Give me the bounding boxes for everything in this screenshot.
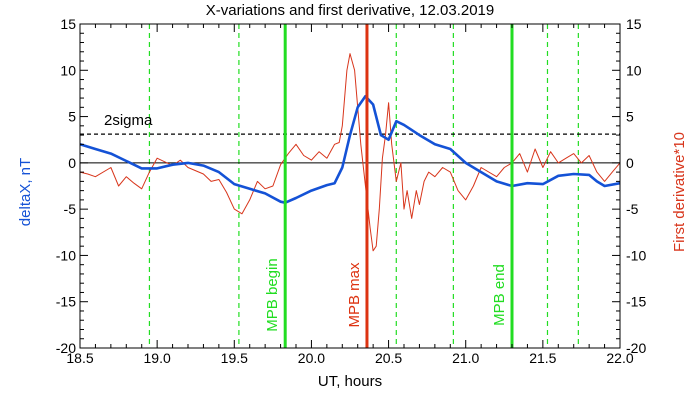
marker-lines: MPB begin MPB max MPB end: [264, 24, 514, 348]
y-tick-label-left: 10: [60, 62, 76, 78]
x-tick-label: 20.5: [375, 350, 402, 366]
y-tick-label-right: -15: [626, 294, 646, 310]
x-tick-label: 19.5: [221, 350, 248, 366]
y-axis-right-title: First derivative*10: [671, 132, 688, 252]
marker-label-mpb-max: MPB max: [346, 262, 363, 328]
y-tick-label-left: -5: [64, 201, 77, 217]
y-tick-label-left: -20: [56, 340, 76, 356]
marker-label-mpb-end: MPB end: [491, 264, 508, 326]
vertical-reference-lines: [148, 24, 579, 348]
y-tick-label-left: -15: [56, 294, 76, 310]
y-tick-label-right: 0: [626, 155, 634, 171]
x-tick-label: 21.5: [529, 350, 556, 366]
y-tick-label-left: -10: [56, 247, 76, 263]
y-tick-label-left: 15: [60, 16, 76, 32]
y-tick-label-right: 10: [626, 62, 642, 78]
y-tick-label-right: -10: [626, 247, 646, 263]
y-tick-label-right: 5: [626, 109, 634, 125]
x-tick-label: 20.0: [298, 350, 325, 366]
y-tick-label-left: 0: [68, 155, 76, 171]
series-group: [79, 53, 621, 252]
axes: 18.5 19.0 19.5 20.0 20.5 21.0 21.5 22.0-20 -20-1…: [56, 16, 647, 366]
plot-frame: [79, 23, 621, 349]
series-line-derivative: [79, 53, 621, 252]
x-tick-label: 19.0: [144, 350, 171, 366]
y-tick-label-right: 15: [626, 16, 642, 32]
threshold-label: 2sigma: [104, 112, 153, 129]
y-axis-left-title: deltaX, nT: [17, 158, 34, 226]
x-tick-label: 21.0: [452, 350, 479, 366]
y-tick-label-left: 5: [68, 109, 76, 125]
x-tick-label: 22.0: [606, 350, 633, 366]
y-tick-label-right: -20: [626, 340, 646, 356]
y-tick-label-right: -5: [626, 201, 639, 217]
marker-label-mpb-begin: MPB begin: [264, 258, 281, 331]
chart-title: X-variations and first derivative, 12.03…: [206, 2, 495, 19]
x-axis-title: UT, hours: [318, 373, 382, 390]
x-tick-label: 18.5: [66, 350, 93, 366]
series-line-deltaX: [79, 94, 621, 204]
